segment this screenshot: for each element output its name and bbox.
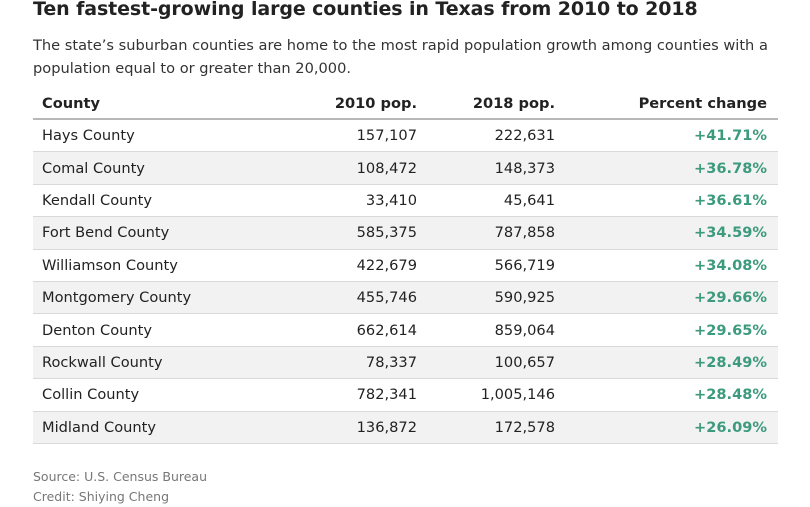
table-row: Denton County 662,614 859,064 +29.65% xyxy=(33,314,778,347)
chart-title: Ten fastest-growing large counties in Te… xyxy=(33,0,698,20)
percent-change-cell: +28.49% xyxy=(693,353,767,371)
chart-footer: Source: U.S. Census Bureau Credit: Shiyi… xyxy=(33,467,207,507)
pop-2018-cell: 222,631 xyxy=(494,127,555,145)
county-cell: Comal County xyxy=(42,159,145,177)
percent-change-cell: +28.48% xyxy=(693,386,767,404)
table-body: Hays County 157,107 222,631 +41.71% Comal Co… xyxy=(33,120,778,444)
column-header-2018-pop: 2018 pop. xyxy=(472,94,555,112)
pop-2010-cell: 136,872 xyxy=(356,418,417,436)
county-cell: Denton County xyxy=(42,321,152,339)
table-row: Williamson County 422,679 566,719 +34.08% xyxy=(33,250,778,282)
pop-2018-cell: 100,657 xyxy=(494,353,555,371)
percent-change-cell: +34.08% xyxy=(693,256,767,274)
percent-change-cell: +36.78% xyxy=(693,159,767,177)
county-cell: Fort Bend County xyxy=(42,224,170,242)
pop-2010-cell: 422,679 xyxy=(356,256,417,274)
data-table: County 2010 pop. 2018 pop. Percent chang… xyxy=(33,88,778,444)
county-cell: Williamson County xyxy=(42,256,178,274)
table-row: Kendall County 33,410 45,641 +36.61% xyxy=(33,185,778,218)
county-cell: Collin County xyxy=(42,386,140,404)
table-row: Midland County 136,872 172,578 +26.09% xyxy=(33,411,778,444)
pop-2018-cell: 566,719 xyxy=(494,256,555,274)
pop-2018-cell: 590,925 xyxy=(494,289,555,307)
county-cell: Montgomery County xyxy=(42,289,192,307)
column-header-2010-pop: 2010 pop. xyxy=(334,94,417,112)
column-header-percent-change: Percent change xyxy=(638,94,767,112)
column-header-county: County xyxy=(42,94,101,112)
county-cell: Midland County xyxy=(42,418,157,436)
table-row: Fort Bend County 585,375 787,858 +34.59% xyxy=(33,217,778,250)
county-cell: Kendall County xyxy=(42,191,153,209)
pop-2018-cell: 45,641 xyxy=(503,191,555,209)
pop-2010-cell: 157,107 xyxy=(356,127,417,145)
table-row: Collin County 782,341 1,005,146 +28.48% xyxy=(33,379,778,412)
table-row: Comal County 108,472 148,373 +36.78% xyxy=(33,152,778,185)
percent-change-cell: +36.61% xyxy=(693,191,767,209)
pop-2010-cell: 585,375 xyxy=(356,224,417,242)
county-cell: Hays County xyxy=(42,127,135,145)
pop-2010-cell: 33,410 xyxy=(365,191,417,209)
pop-2010-cell: 455,746 xyxy=(356,289,417,307)
credit-note: Credit: Shiying Cheng xyxy=(33,489,170,504)
pop-2010-cell: 108,472 xyxy=(356,159,417,177)
pop-2018-cell: 148,373 xyxy=(494,159,555,177)
percent-change-cell: +26.09% xyxy=(693,418,767,436)
table-row: Montgomery County 455,746 590,925 +29.66% xyxy=(33,281,778,315)
pop-2010-cell: 78,337 xyxy=(365,353,417,371)
pop-2018-cell: 859,064 xyxy=(494,321,555,339)
percent-change-cell: +34.59% xyxy=(693,224,767,242)
table-row: Rockwall County 78,337 100,657 +28.49% xyxy=(33,346,778,380)
percent-change-cell: +29.65% xyxy=(693,321,767,339)
source-note: Source: U.S. Census Bureau xyxy=(33,469,208,484)
percent-change-cell: +29.66% xyxy=(693,289,767,307)
pop-2010-cell: 662,614 xyxy=(356,321,417,339)
pop-2018-cell: 172,578 xyxy=(494,418,555,436)
chart-subtitle: The state’s suburban counties are home t… xyxy=(33,37,768,77)
pop-2010-cell: 782,341 xyxy=(356,386,417,404)
pop-2018-cell: 1,005,146 xyxy=(480,386,555,404)
percent-change-cell: +41.71% xyxy=(693,127,767,145)
pop-2018-cell: 787,858 xyxy=(494,224,555,242)
table-row: Hays County 157,107 222,631 +41.71% xyxy=(33,120,778,153)
table-header-row: County 2010 pop. 2018 pop. Percent chang… xyxy=(33,88,778,120)
county-cell: Rockwall County xyxy=(42,353,163,371)
